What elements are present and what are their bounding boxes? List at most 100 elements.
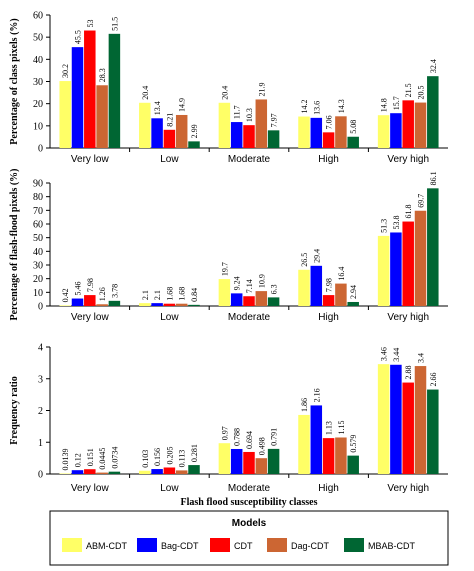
- y-axis-label: Percentage of flash-flood pixels (%): [9, 168, 20, 320]
- y-tick-label: 2: [38, 406, 43, 417]
- y-tick-label: 0: [38, 470, 43, 481]
- bar: [243, 296, 255, 306]
- bar-data-label: 53.8: [392, 215, 401, 229]
- bar: [71, 470, 84, 474]
- x-category-label: Very high: [387, 483, 429, 494]
- x-category-label: Very low: [71, 312, 110, 323]
- x-category-label: Moderate: [228, 312, 271, 323]
- bar-data-label: 1.15: [337, 420, 346, 434]
- bar: [267, 130, 280, 148]
- y-tick-label: 30: [33, 261, 43, 272]
- bar: [151, 118, 163, 148]
- y-tick-label: 30: [33, 77, 43, 88]
- bar-data-label: 0.156: [153, 448, 162, 466]
- bar: [427, 188, 439, 306]
- bar-data-label: 6.3: [270, 284, 279, 294]
- panel-class-pixels: 0 10 20 30 40 50 60 Percentage of class pixels …: [9, 11, 448, 165]
- bar-data-label: 0.113: [178, 450, 187, 468]
- legend-label: Bag-CDT: [161, 541, 199, 551]
- bar-data-label: 21.5: [404, 83, 413, 97]
- legend-swatch: [344, 538, 364, 552]
- bar-data-label: 0.205: [165, 446, 174, 464]
- bar: [96, 472, 108, 474]
- bar: [427, 76, 439, 148]
- bar-data-label: 0.791: [270, 428, 279, 446]
- bar-data-label: 1.86: [300, 398, 309, 412]
- bar-data-label: 19.7: [220, 262, 229, 276]
- bar-data-label: 61.8: [404, 205, 413, 219]
- bar: [59, 305, 71, 306]
- legend-label: ABM-CDT: [86, 541, 127, 551]
- bar-data-label: 0.788: [233, 428, 242, 446]
- bar-data-label: 2.99: [190, 124, 199, 138]
- bar-data-label: 2.1: [141, 290, 150, 300]
- x-category-label: Very high: [387, 154, 429, 165]
- bar: [267, 297, 280, 306]
- bar: [96, 85, 108, 148]
- y-tick-label: 10: [33, 288, 43, 299]
- bar-data-label: 3.44: [392, 348, 401, 362]
- bar: [163, 129, 176, 148]
- bar-data-label: 26.5: [300, 253, 309, 267]
- bar: [255, 291, 268, 306]
- bar-data-label: 0.694: [245, 431, 254, 449]
- bar-data-label: 1.13: [325, 421, 334, 435]
- y-tick-label: 0: [38, 144, 43, 155]
- x-category-label: High: [318, 312, 339, 323]
- bar-data-label: 0.151: [86, 448, 95, 466]
- bar: [427, 389, 439, 474]
- bar-data-label: 3.4: [417, 353, 426, 363]
- bar-data-label: 3.78: [110, 284, 119, 298]
- bar-data-label: 15.7: [392, 96, 401, 110]
- x-category-label: Low: [160, 483, 179, 494]
- bar-data-label: 51.3: [380, 219, 389, 233]
- bar-data-label: 0.498: [257, 437, 266, 455]
- bar-data-label: 14.9: [178, 98, 187, 112]
- bar-data-label: 1.26: [98, 287, 107, 301]
- bar-data-label: 2.94: [349, 285, 358, 299]
- bar-data-label: 0.84: [190, 288, 199, 302]
- bar: [347, 301, 359, 306]
- bar: [414, 366, 427, 474]
- bar: [139, 303, 151, 306]
- bar: [218, 443, 231, 474]
- legend-swatch: [137, 538, 157, 552]
- bar-data-label: 7.97: [270, 113, 279, 127]
- bar: [218, 279, 231, 306]
- bar: [175, 114, 188, 148]
- legend-label: Dag-CDT: [291, 541, 330, 551]
- legend: Models ABM-CDT Bag-CDT CDT Dag-CDT MBAB-CDT: [49, 510, 449, 566]
- bar: [322, 438, 335, 474]
- bar: [84, 30, 96, 149]
- bar: [188, 304, 200, 306]
- y-tick-label: 90: [33, 179, 43, 190]
- bar: [175, 303, 188, 306]
- bar-data-label: 32.4: [429, 59, 438, 73]
- y-tick-label: 60: [33, 220, 43, 231]
- x-category-label: Low: [160, 154, 179, 165]
- bar-data-label: 69.7: [417, 194, 426, 208]
- bar-data-label: 7.98: [86, 278, 95, 292]
- y-tick-label: 20: [33, 99, 43, 110]
- bar: [59, 81, 71, 148]
- bar-data-label: 7.06: [325, 115, 334, 129]
- bar-data-label: 1.68: [178, 287, 187, 301]
- bar-data-label: 0.579: [349, 435, 358, 453]
- bar: [390, 364, 402, 474]
- bar: [218, 102, 231, 148]
- bar-data-label: 13.6: [312, 101, 321, 115]
- bar: [414, 102, 427, 148]
- bar-data-label: 45.5: [74, 30, 83, 44]
- y-tick-label: 0: [38, 302, 43, 313]
- x-category-label: Very low: [71, 154, 110, 165]
- legend-swatch: [267, 538, 287, 552]
- bar: [377, 364, 390, 474]
- bar: [139, 470, 151, 474]
- bar: [188, 465, 200, 474]
- bar: [310, 117, 323, 148]
- bar-data-label: 0.281: [190, 444, 199, 462]
- bar-data-label: 14.8: [380, 98, 389, 112]
- y-tick-label: 50: [33, 33, 43, 44]
- x-category-label: Very high: [387, 312, 429, 323]
